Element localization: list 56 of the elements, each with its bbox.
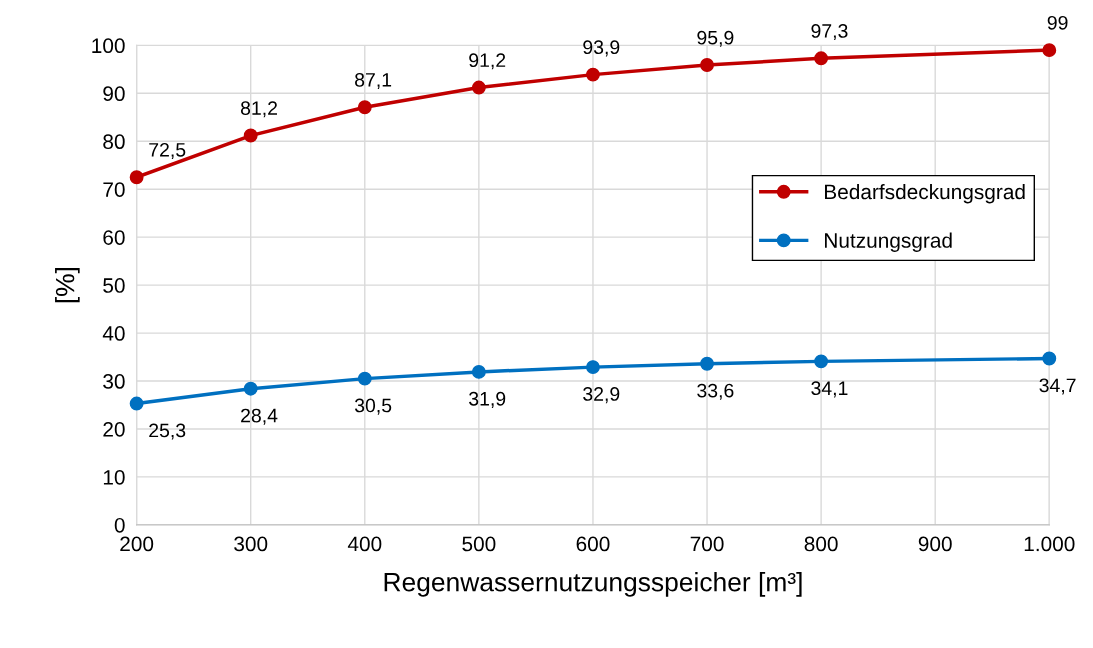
point (700, 356, 714, 371)
point (243, 381, 258, 396)
x-tick-label: 1.000 (1024, 536, 1075, 552)
data-label: 93,9 (583, 40, 620, 57)
x-tick-label: 500 (462, 536, 496, 552)
data-label: 81,2 (240, 101, 277, 118)
y-tick-label: 70 (103, 182, 125, 197)
y-tick-label: 40 (102, 326, 125, 341)
y-axis-title: [%] (55, 267, 80, 303)
point (129, 170, 144, 185)
x-tick-label: 800 (804, 536, 838, 552)
point (814, 354, 829, 369)
y-tick-label: 0 (114, 517, 125, 533)
data-label: 34,1 (811, 381, 848, 398)
point (586, 67, 600, 82)
x-tick-label: 700 (690, 536, 724, 552)
data-label: 28,4 (241, 408, 278, 425)
point (1042, 351, 1057, 366)
y-tick-label: 20 (103, 421, 125, 437)
y-tick-label: 60 (103, 230, 125, 245)
point (1042, 43, 1057, 58)
x-tick-label: 200 (120, 536, 154, 552)
point (471, 364, 486, 379)
data-label: 72,5 (149, 142, 186, 160)
legend-label: Bedarfsdeckungsgrad (825, 183, 1025, 204)
legend-label: Nutzungsgrad (825, 232, 952, 252)
y-tick-label: 50 (103, 278, 125, 293)
data-label: 97,3 (811, 24, 848, 41)
x-axis-title: Regenwassernutzungsspeicher [m³] (384, 572, 802, 597)
data-label: 31,9 (469, 391, 506, 408)
y-tick-label: 80 (103, 134, 125, 150)
data-label: 87,1 (355, 72, 392, 89)
data-label: 30,5 (354, 398, 392, 415)
y-tick-label: 10 (103, 469, 125, 485)
point (586, 360, 600, 375)
data-label: 95,9 (697, 30, 734, 47)
point (243, 128, 258, 143)
y-tick-label: 100 (92, 38, 125, 54)
data-label: 91,2 (469, 53, 506, 70)
y-tick-label: 30 (103, 374, 125, 389)
data-label: 34,7 (1039, 378, 1076, 395)
data-label: 25,3 (149, 423, 186, 440)
x-tick-label: 600 (576, 536, 610, 552)
x-tick-label: 300 (234, 536, 268, 552)
x-tick-label: 400 (347, 536, 382, 552)
x-tick-label: 900 (918, 536, 952, 552)
y-tick-label: 90 (103, 86, 125, 102)
point (357, 371, 372, 386)
point (471, 80, 486, 95)
point (129, 396, 144, 411)
point (814, 51, 829, 66)
data-label: 32,9 (583, 387, 620, 404)
data-label: 33,6 (697, 383, 734, 400)
point (357, 100, 372, 115)
point (700, 58, 714, 72)
data-label: 99 (1047, 15, 1068, 30)
